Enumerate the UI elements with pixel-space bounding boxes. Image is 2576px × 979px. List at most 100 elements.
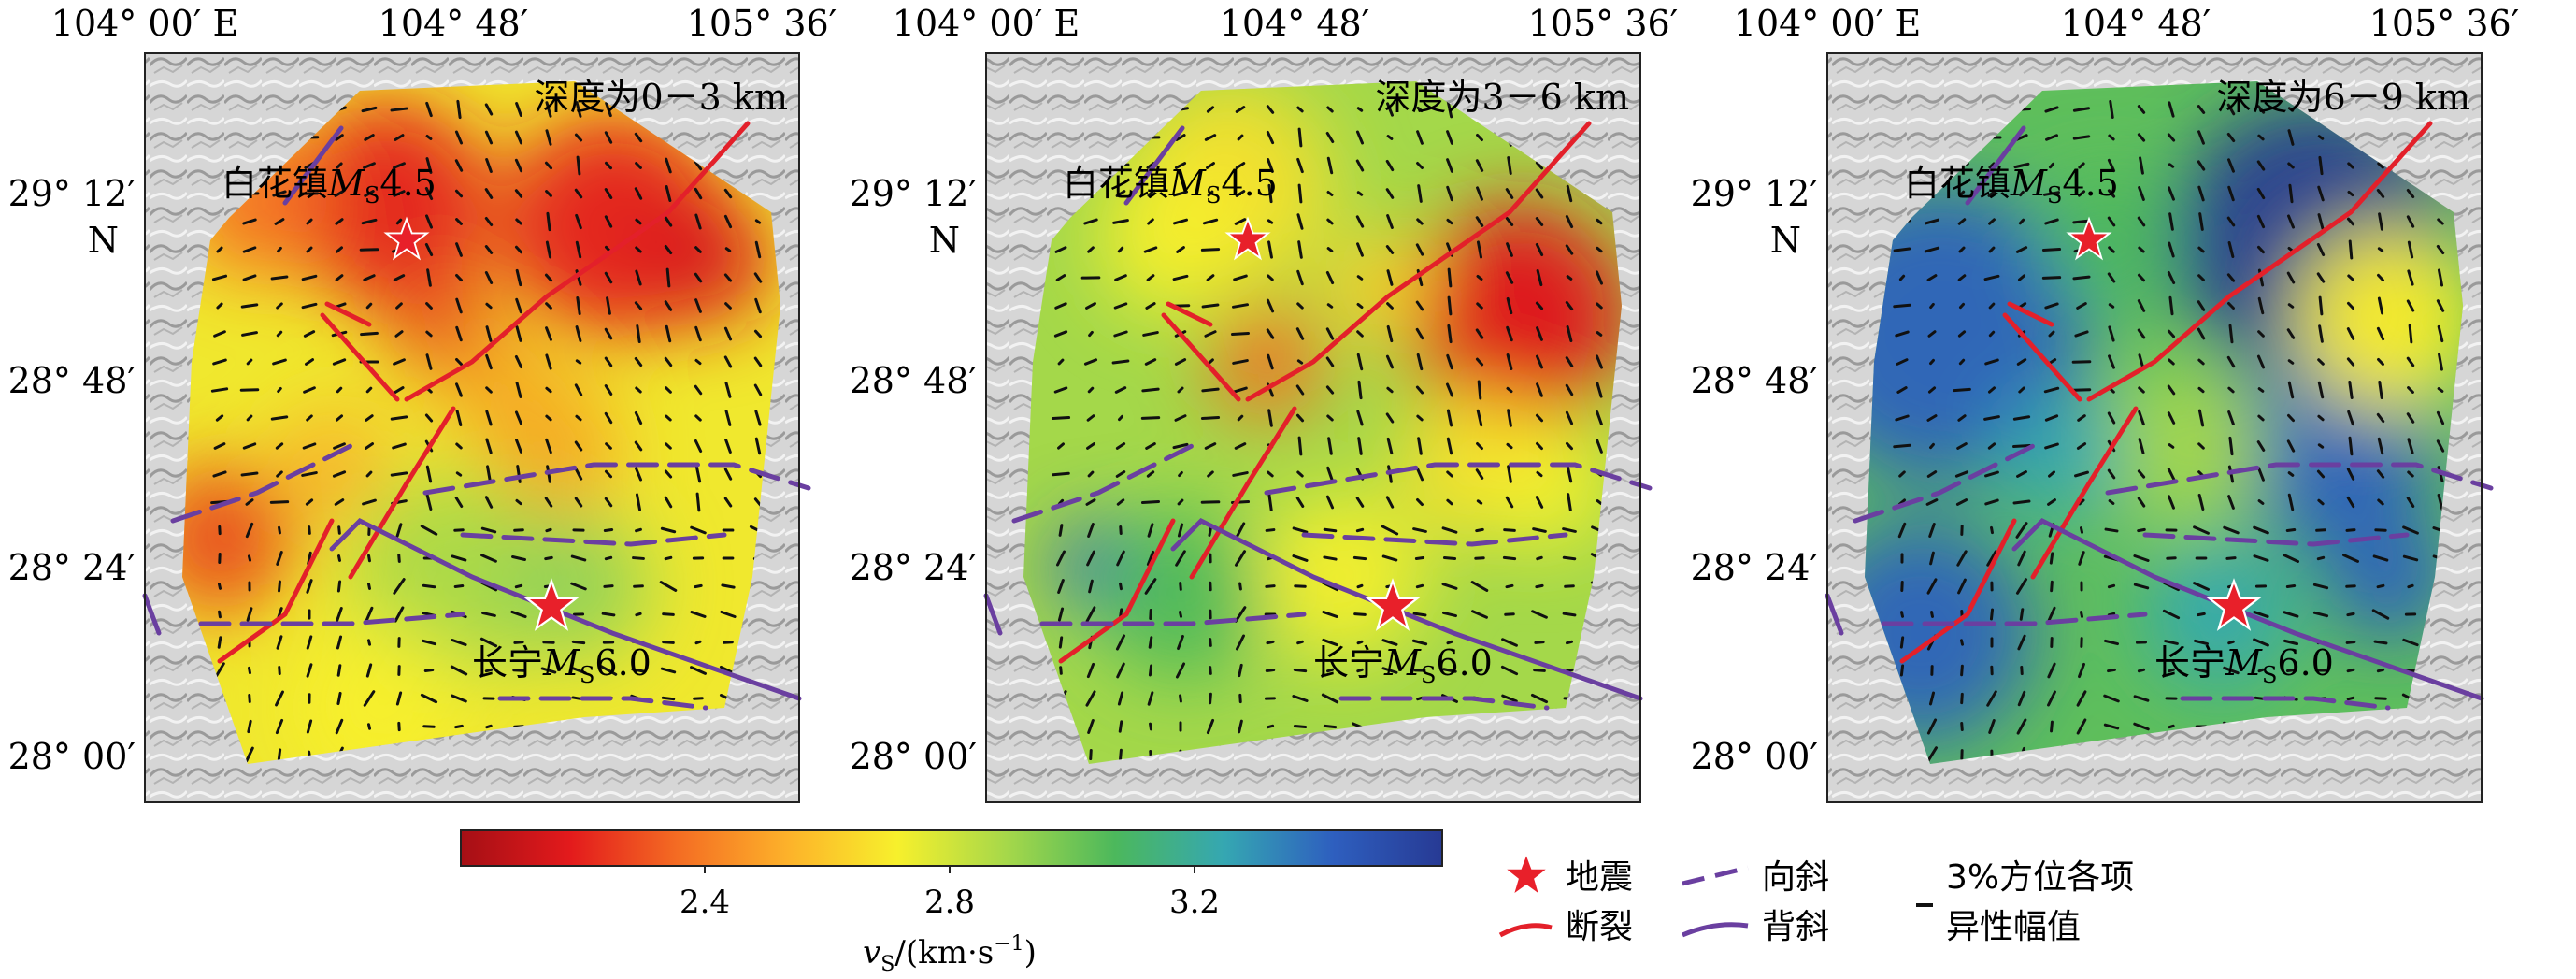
legend-fault-label: 断裂 [1566, 908, 1633, 946]
anisotropy-bar [2317, 358, 2325, 366]
anisotropy-bar [392, 442, 407, 450]
anisotropy-bar [1381, 667, 1398, 674]
anisotropy-bar [361, 106, 378, 113]
anisotropy-bar [245, 522, 254, 539]
anisotropy-bar [425, 465, 433, 483]
anisotropy-bar [2162, 609, 2181, 620]
anisotropy-bar [1266, 724, 1275, 729]
anisotropy-bar [1984, 470, 1999, 478]
anisotropy-bar [1148, 664, 1153, 677]
anisotropy-bar [1086, 662, 1095, 679]
anisotropy-bar [1596, 302, 1603, 310]
anisotropy-bar [1507, 409, 1512, 427]
anisotropy-bar [2044, 414, 2059, 422]
anisotropy-bar [270, 415, 289, 421]
anisotropy-bar [1326, 668, 1334, 673]
anisotropy-bar [2376, 189, 2385, 198]
anisotropy-bar [1566, 324, 1573, 343]
anisotropy-bar [1475, 357, 1484, 367]
anisotropy-bar [242, 442, 257, 450]
anisotropy-bar [1929, 358, 1935, 366]
anisotropy-bar [246, 607, 253, 622]
anisotropy-bar [2407, 470, 2414, 478]
anisotropy-bar [1596, 246, 1603, 253]
anisotropy-bar [2072, 219, 2091, 224]
anisotropy-bar [2197, 246, 2205, 253]
anisotropy-bar [665, 414, 672, 422]
anisotropy-bar [2287, 413, 2295, 423]
anisotropy-bar [2077, 414, 2086, 422]
colorbar-tick-label: 3.2 [1169, 884, 1220, 921]
anisotropy-bar [753, 383, 763, 396]
anisotropy-bar [690, 611, 707, 618]
anisotropy-bar [213, 330, 226, 338]
anisotropy-bar [2138, 386, 2145, 394]
velocity-anomaly [444, 334, 556, 446]
anisotropy-bar [1566, 275, 1573, 281]
anisotropy-bar [2015, 134, 2028, 141]
anisotropy-bar [1054, 302, 1067, 310]
anisotropy-bar [2197, 358, 2205, 366]
anisotropy-bar [1929, 551, 1935, 566]
anisotropy-bar [724, 302, 732, 310]
anisotropy-bar [1446, 130, 1453, 145]
anisotropy-bar [1231, 303, 1250, 309]
anisotropy-bar [1117, 691, 1124, 706]
anisotropy-bar [1113, 302, 1128, 310]
anisotropy-bar [544, 161, 553, 170]
anisotropy-bar [1267, 183, 1273, 204]
anisotropy-bar [1475, 159, 1484, 172]
anisotropy-bar [664, 244, 673, 255]
anisotropy-bar [1296, 157, 1304, 174]
anisotropy-bar [664, 555, 673, 561]
anisotropy-bar [242, 274, 257, 281]
anisotropy-bar [1148, 636, 1153, 649]
anisotropy-bar [278, 525, 281, 535]
anisotropy-bar [694, 640, 702, 645]
anisotropy-bar [2406, 356, 2415, 367]
anisotropy-bar [1292, 694, 1309, 703]
anticline-line [1170, 517, 1643, 701]
anisotropy-bar [2137, 469, 2146, 479]
anisotropy-bar [2346, 668, 2355, 673]
anisotropy-bar [694, 160, 703, 171]
anisotropy-bar [1055, 274, 1066, 281]
anisotropy-bar [2197, 612, 2206, 617]
anisotropy-bar [1147, 190, 1154, 197]
anisotropy-bar [664, 469, 673, 479]
anisotropy-bar [242, 246, 257, 253]
syncline-line [2142, 532, 2410, 547]
anisotropy-bar [1172, 218, 1189, 225]
anisotropy-bar [278, 665, 281, 676]
anisotropy-bar [2197, 300, 2206, 311]
anisotropy-bar [272, 358, 287, 366]
anisotropy-bar [366, 639, 372, 646]
anisotropy-bar [1501, 638, 1518, 647]
anisotropy-bar [2256, 187, 2266, 200]
anisotropy-bar [1087, 386, 1095, 394]
anisotropy-bar [1536, 326, 1543, 341]
depth-label: 深度为3－6 km [1376, 77, 1630, 118]
anisotropy-bar [599, 665, 618, 676]
anisotropy-bar [1565, 244, 1574, 255]
anisotropy-bar [1322, 611, 1338, 618]
anisotropy-bar [305, 498, 314, 506]
anisotropy-bar [1234, 606, 1247, 623]
anisotropy-bar [1930, 611, 1934, 618]
velocity-anomaly [285, 100, 491, 306]
panel-frame [985, 52, 1641, 803]
anisotropy-bar [662, 641, 675, 644]
anisotropy-bar [1476, 441, 1483, 451]
anisotropy-bar [2197, 327, 2206, 340]
anisotropy-bar [2019, 608, 2025, 621]
anisotropy-bar [455, 410, 463, 426]
anisotropy-bar [2257, 330, 2265, 338]
anisotropy-bar [1356, 302, 1364, 310]
anisotropy-bar [2378, 380, 2383, 400]
anisotropy-bar [1535, 354, 1544, 369]
anisotropy-bar [1056, 550, 1066, 567]
anisotropy-bar [451, 554, 467, 562]
anisotropy-bar [2256, 214, 2266, 229]
fault-line [404, 121, 751, 402]
anisotropy-bar [514, 583, 523, 589]
